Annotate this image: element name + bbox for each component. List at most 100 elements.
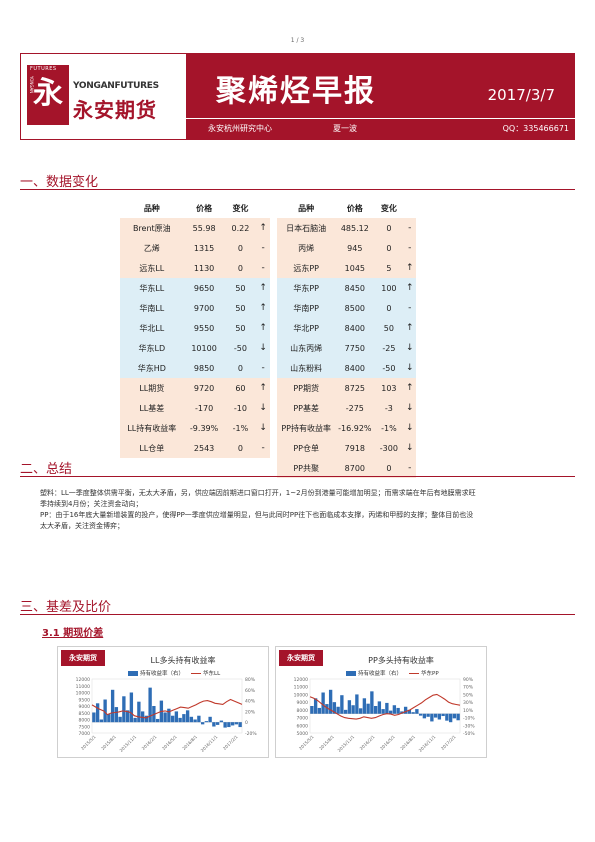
cell-name: 华东LL <box>139 283 165 293</box>
carry-yield-bar <box>99 719 104 723</box>
cell-name: PP持有收益率 <box>281 423 331 433</box>
x-tick-label: 2017/2/1 <box>222 734 239 751</box>
y-left-tick-label: 11000 <box>294 685 308 691</box>
table-row: PP持有收益率 -16.92% -1% ↓ <box>277 418 416 438</box>
carry-yield-bar <box>411 712 415 714</box>
carry-yield-bar <box>238 722 242 728</box>
carry-yield-bar <box>107 714 111 723</box>
carry-yield-bar <box>129 692 134 723</box>
y-left-tick-label: 9500 <box>79 697 91 703</box>
cell-price: 9650 <box>193 283 215 293</box>
cell-name: 日本石脑油 <box>286 223 327 233</box>
y-left-tick-label: 8000 <box>297 708 309 714</box>
y-left-tick-label: 9000 <box>297 700 309 706</box>
carry-yield-bar <box>321 692 325 714</box>
cell-change: -50 <box>233 343 247 353</box>
table-row: 丙烯 945 0 - <box>277 238 416 258</box>
carry-yield-bar <box>133 717 137 723</box>
cell-direction: ↑ <box>405 383 414 393</box>
y-right-tick-label: 20% <box>245 709 256 715</box>
y-left-tick-label: 7500 <box>79 724 91 730</box>
y-right-tick-label: -10% <box>463 716 475 722</box>
carry-yield-bar <box>448 713 453 723</box>
carry-yield-bar <box>370 691 374 714</box>
cell-change: 0 <box>386 223 392 233</box>
carry-yield-bar <box>385 702 389 714</box>
cell-name: PP基差 <box>293 403 319 413</box>
carry-yield-bar <box>193 719 197 723</box>
carry-yield-bar <box>174 711 179 723</box>
cell-price: 1315 <box>193 243 215 253</box>
col-header-price: 价格 <box>183 198 225 218</box>
col-header-dir <box>403 198 416 218</box>
cell-change: 0 <box>386 303 392 313</box>
y-right-tick-label: -30% <box>463 723 475 729</box>
carry-yield-bar <box>358 708 363 714</box>
chart-pp-carry-yield: 永安期货 PP多头持有收益率 持有收益率（右） 华东PP 12000 11000 1… <box>275 646 487 758</box>
table-row: 远东PP 1045 5 ↑ <box>277 258 416 278</box>
carry-yield-bar <box>445 713 449 721</box>
carry-yield-bar <box>415 709 419 714</box>
cell-change: 50 <box>383 323 394 333</box>
y-left-tick-label: 5000 <box>297 731 309 737</box>
research-org: 永安杭州研究中心 <box>208 124 272 133</box>
table-row: 远东LL 1130 0 - <box>120 258 270 278</box>
table-ll: 品种 价格 变化 Brent原油 55.98 0.22 ↑ 乙烯 1315 0 - 远东LL 11… <box>120 198 270 458</box>
carry-yield-bar <box>343 709 348 714</box>
cell-name: 远东PP <box>293 263 319 273</box>
cell-price: 10100 <box>191 343 217 353</box>
carry-yield-bar <box>437 713 442 720</box>
table-row: 乙烯 1315 0 - <box>120 238 270 258</box>
y-right-tick-label: 0 <box>245 720 248 726</box>
carry-yield-bar <box>418 713 423 716</box>
carry-yield-bar <box>403 706 408 714</box>
plot-area <box>309 678 461 734</box>
chart-legend: 持有收益率（右） 华东PP <box>346 669 439 677</box>
table-row: 华东LL 9650 50 ↑ <box>120 278 270 298</box>
carry-yield-bar <box>170 715 175 723</box>
cell-direction: ↑ <box>259 323 267 333</box>
carry-yield-bar <box>189 716 194 723</box>
table-row: PP仓单 7918 -300 ↓ <box>277 438 416 458</box>
logo-seal-top-text: FUTURES <box>30 66 57 72</box>
carry-yield-bar <box>95 703 100 723</box>
col-header-name: 品种 <box>277 198 336 218</box>
carry-yield-bar <box>118 716 122 723</box>
section-divider <box>20 476 575 477</box>
cell-direction: - <box>408 243 412 253</box>
table-row: 华北PP 8400 50 ↑ <box>277 318 416 338</box>
subsection-title-spread: 3.1 期现价差 <box>42 628 104 639</box>
table-header-row: 品种 价格 变化 <box>120 198 270 218</box>
summary-text: 塑料：LL一季度整体供需平衡，无太大矛盾，另，供应端因前期进口窗口打开，1~2月… <box>40 488 480 532</box>
section-divider <box>20 189 575 190</box>
cell-name: 华北PP <box>293 323 319 333</box>
report-title: 聚烯烃早报 <box>216 74 376 109</box>
section-title-data: 一、数据变化 <box>20 175 99 190</box>
table-row: 华东PP 8450 100 ↑ <box>277 278 416 298</box>
carry-yield-bar <box>227 722 231 728</box>
cell-price: 7750 <box>344 343 365 353</box>
cell-change: 0.22 <box>231 223 250 233</box>
chart-logo: 永安期货 <box>61 650 105 666</box>
x-tick-label: 2016/11/1 <box>200 734 219 753</box>
y-left-tick-label: 12000 <box>76 677 90 683</box>
carry-yield-bar <box>144 715 149 723</box>
y-right-tick-label: -20% <box>245 731 257 737</box>
y-right-tick-label: 40% <box>245 699 256 705</box>
x-tick-label: 2016/2/1 <box>141 734 158 751</box>
table-row: PP期货 8725 103 ↑ <box>277 378 416 398</box>
x-tick-label: 2015/11/1 <box>337 734 356 753</box>
legend-line-label: 华东PP <box>421 671 439 677</box>
cell-direction: ↓ <box>405 343 414 353</box>
y-right-tick-label: 70% <box>463 685 474 691</box>
carry-yield-bar <box>163 712 167 723</box>
carry-yield-bar <box>103 699 107 723</box>
cell-price: 9700 <box>193 303 215 313</box>
table-row: Brent原油 55.98 0.22 ↑ <box>120 218 270 238</box>
table-row: 华北LL 9550 50 ↑ <box>120 318 270 338</box>
y-left-tick-label: 7000 <box>297 716 309 722</box>
x-tick-label: 2017/2/1 <box>440 734 457 751</box>
cell-name: Brent原油 <box>132 223 171 233</box>
